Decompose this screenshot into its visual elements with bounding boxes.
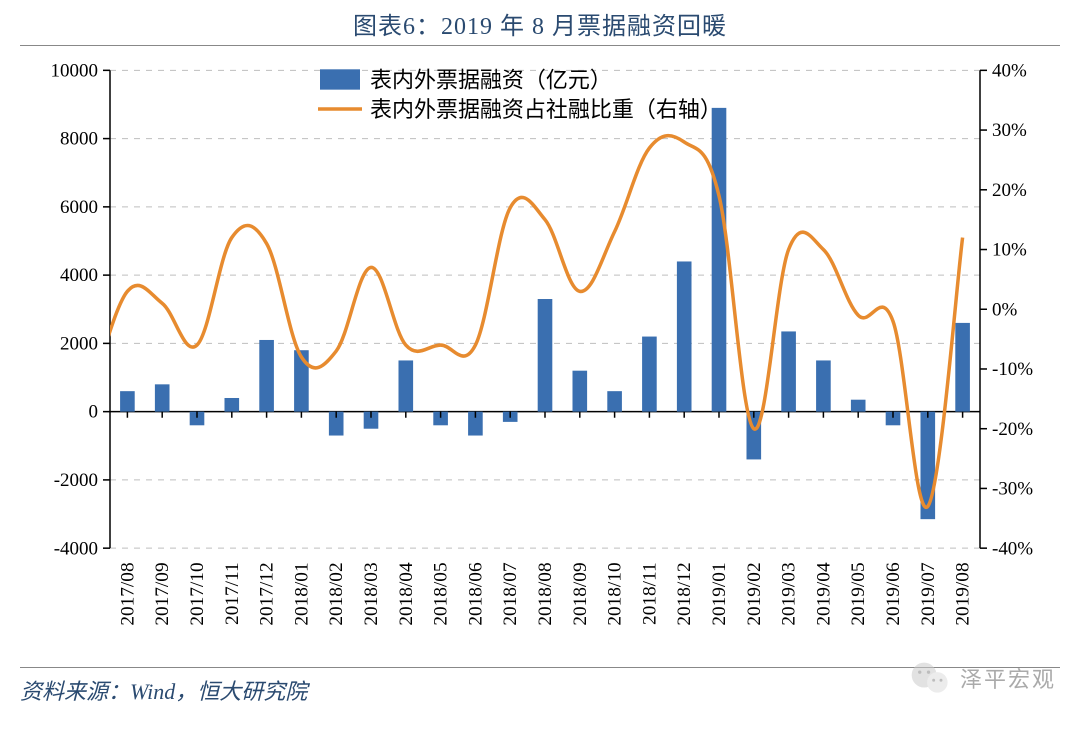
svg-text:20%: 20% [992,180,1027,201]
svg-text:2019/01: 2019/01 [709,562,730,625]
bar [120,391,135,411]
watermark: 泽平宏观 [908,656,1056,700]
svg-text:2019/03: 2019/03 [779,562,800,625]
bar [155,384,170,411]
svg-text:2018/08: 2018/08 [535,562,556,625]
svg-text:0%: 0% [992,299,1017,320]
svg-text:-20%: -20% [992,419,1033,440]
legend-bar-label: 表内外票据融资（亿元） [370,67,612,92]
source-text: 资料来源：Wind，恒大研究院 [20,674,307,706]
legend-bar-swatch [320,69,360,89]
svg-text:2017/12: 2017/12 [257,562,278,625]
svg-text:2018/11: 2018/11 [640,562,661,625]
bar [712,108,727,412]
svg-text:40%: 40% [992,60,1027,81]
svg-text:10000: 10000 [51,60,98,81]
bar [607,391,622,411]
svg-text:-40%: -40% [992,538,1033,559]
svg-text:10%: 10% [992,239,1027,260]
svg-text:2019/08: 2019/08 [953,562,974,625]
svg-text:2018/04: 2018/04 [396,562,417,626]
bar [816,360,831,411]
wechat-icon [908,656,952,700]
bar [955,323,970,412]
svg-text:2018/05: 2018/05 [431,562,452,625]
bar [781,331,796,411]
svg-text:2018/06: 2018/06 [466,562,487,625]
ratio-line [93,136,963,508]
chart-title: 图表6：2019 年 8 月票据融资回暖 [0,0,1080,41]
svg-text:4000: 4000 [60,265,98,286]
chart-area: -4000 -2000 0 2000 4000 6000 8000 10000 -40% -30%… [20,50,1060,660]
svg-text:-30%: -30% [992,478,1033,499]
svg-text:2019/04: 2019/04 [814,562,835,626]
source-rule [20,667,1060,668]
svg-text:2019/06: 2019/06 [883,562,904,625]
bar [677,261,692,411]
svg-text:0: 0 [89,402,98,423]
svg-text:2017/11: 2017/11 [222,562,243,625]
bar [259,340,274,412]
svg-text:2018/02: 2018/02 [326,562,347,625]
bar [538,299,553,412]
bar [572,371,587,412]
bar [642,337,657,412]
svg-text:2019/05: 2019/05 [848,562,869,625]
svg-text:2000: 2000 [60,333,98,354]
title-rule [20,45,1060,46]
svg-text:2018/03: 2018/03 [361,562,382,625]
svg-text:8000: 8000 [60,129,98,150]
svg-text:2018/12: 2018/12 [674,562,695,625]
combo-chart-svg: -4000 -2000 0 2000 4000 6000 8000 10000 -40% -30%… [20,50,1060,660]
bar [224,398,239,412]
svg-text:2017/09: 2017/09 [152,562,173,625]
svg-text:30%: 30% [992,120,1027,141]
svg-text:2018/10: 2018/10 [605,562,626,625]
bar [398,360,413,411]
svg-text:2019/07: 2019/07 [918,562,939,626]
svg-text:-2000: -2000 [54,470,98,491]
svg-text:2019/02: 2019/02 [744,562,765,625]
legend-line-label: 表内外票据融资占社融比重（右轴） [370,97,722,122]
svg-text:6000: 6000 [60,197,98,218]
svg-text:2018/07: 2018/07 [500,562,521,626]
watermark-text: 泽平宏观 [960,662,1056,694]
svg-text:-10%: -10% [992,359,1033,380]
svg-text:2017/10: 2017/10 [187,562,208,625]
bar [851,400,866,412]
svg-text:2018/09: 2018/09 [570,562,591,625]
svg-text:2017/08: 2017/08 [118,562,139,625]
svg-text:2018/01: 2018/01 [292,562,313,625]
svg-text:-4000: -4000 [54,538,98,559]
